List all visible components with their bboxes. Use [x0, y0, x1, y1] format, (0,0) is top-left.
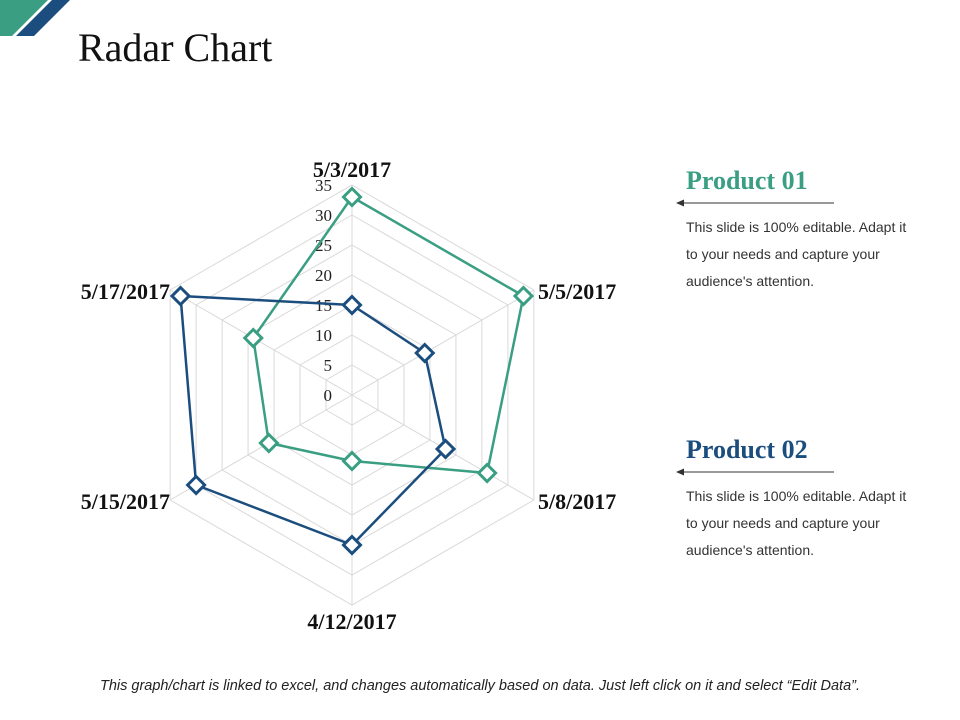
data-point [414, 342, 436, 364]
axis-label: 4/12/2017 [307, 609, 396, 634]
axis-label: 5/8/2017 [538, 489, 616, 514]
series-2 [169, 285, 457, 556]
axis-label: 5/5/2017 [538, 279, 616, 304]
data-point [341, 186, 363, 208]
radar-tick-labels: 0 5 10 15 20 25 30 35 [315, 176, 332, 405]
axis-label: 5/15/2017 [81, 489, 170, 514]
grid-spoke [169, 289, 353, 396]
series-line [179, 294, 447, 547]
tick-label: 5 [324, 356, 333, 375]
data-point [512, 285, 535, 307]
legend-description-product-02: This slide is 100% editable. Adapt it to… [686, 488, 907, 558]
data-point [341, 450, 363, 472]
legend-product-01: Product 01 This slide is 100% editable. … [676, 166, 926, 295]
tick-label: 0 [324, 386, 333, 405]
tick-label: 30 [315, 206, 332, 225]
tick-label: 20 [315, 266, 332, 285]
legend-title-product-02: Product 02 [686, 435, 808, 464]
arrow-left-icon [676, 468, 834, 476]
grid-spoke [351, 289, 535, 396]
legend-title-product-01: Product 01 [686, 166, 808, 195]
axis-label: 5/3/2017 [313, 157, 391, 182]
tick-label: 10 [315, 326, 332, 345]
corner-stripe-blue [16, 0, 70, 36]
data-point [258, 432, 280, 454]
page-title: Radar Chart [78, 25, 273, 70]
axis-label: 5/17/2017 [81, 279, 170, 304]
series-1 [242, 186, 535, 484]
footer-note: This graph/chart is linked to excel, and… [99, 678, 861, 694]
tick-label: 15 [315, 296, 332, 315]
data-point [476, 462, 498, 484]
tick-label: 25 [315, 236, 332, 255]
legend-description-product-01: This slide is 100% editable. Adapt it to… [686, 219, 907, 289]
arrow-left-icon [676, 199, 834, 207]
radar-axis-labels: 5/3/2017 5/5/2017 5/8/2017 4/12/2017 5/15/20… [81, 157, 616, 634]
legend-product-02: Product 02 This slide is 100% editable. … [676, 435, 926, 564]
radar-series [169, 186, 535, 556]
data-point [185, 474, 207, 496]
data-point [242, 327, 264, 349]
corner-stripe-green [0, 0, 48, 36]
data-point [341, 534, 363, 556]
data-point [341, 294, 363, 316]
data-point [169, 285, 192, 307]
data-point [434, 438, 457, 460]
tick-label: 35 [315, 176, 332, 195]
series-line [252, 195, 525, 475]
corner-decoration [0, 0, 70, 36]
